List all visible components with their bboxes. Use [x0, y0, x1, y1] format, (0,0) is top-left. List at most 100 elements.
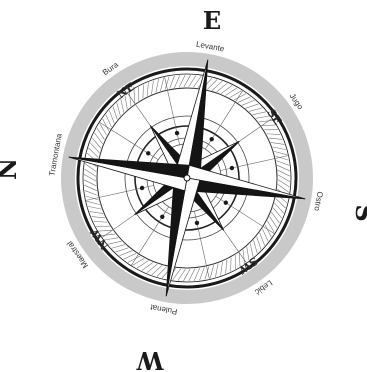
hatch-tick [124, 95, 128, 110]
hatch-tick [193, 75, 202, 88]
hatch-tick [246, 246, 250, 261]
hatch-tick [142, 84, 144, 99]
hatch-tick [129, 92, 132, 107]
hatch-tick [272, 146, 287, 150]
hatch-tick [276, 160, 290, 166]
hatch-tick [108, 110, 115, 124]
ring-dot [223, 200, 228, 205]
hatch-tick [108, 240, 122, 245]
hatch-tick [188, 75, 197, 88]
hatch-tick [220, 261, 223, 276]
hatch-tick [267, 220, 275, 233]
label-west: W [135, 346, 164, 372]
degree-hatch-band [83, 74, 291, 282]
hatch-tick [234, 255, 236, 269]
hatch-tick [178, 74, 186, 88]
hatch-tick [138, 87, 140, 101]
hatch-tick [256, 236, 262, 250]
hatch-tick [272, 207, 283, 219]
hatch-tick [266, 133, 281, 135]
hatch-tick [204, 266, 210, 280]
hatch-tick [259, 232, 266, 246]
hatch-tick [229, 90, 242, 98]
hatch-tick [91, 216, 106, 219]
hatch-tick [146, 263, 158, 274]
hatch-tick [169, 75, 175, 89]
hatch-tick [164, 76, 170, 90]
hatch-tick [237, 96, 251, 103]
rhumb-line [214, 118, 273, 159]
hatch-tick [277, 174, 291, 182]
hatch-tick [209, 264, 214, 279]
hatch-tick [93, 221, 108, 223]
ring-dot [146, 151, 151, 156]
hatch-tick [253, 239, 258, 254]
hatch-tick [193, 267, 200, 281]
ring-dot [174, 130, 180, 136]
hatch-tick [264, 129, 278, 131]
hatch-tick [225, 87, 238, 96]
hatch-tick [245, 103, 259, 109]
hatch-tick [86, 200, 101, 205]
hatch-tick [85, 195, 99, 201]
hatch-tick [277, 179, 290, 188]
hatch-tick [132, 258, 145, 266]
hatch-tick [116, 102, 121, 117]
hatch-tick [238, 252, 241, 267]
hatch-tick [84, 190, 98, 196]
hatch-tick [230, 257, 232, 272]
hatch-tick [255, 115, 270, 119]
label-east: E [203, 6, 221, 35]
label-south: S [350, 204, 367, 221]
hatch-tick [99, 123, 107, 136]
hatch-tick [104, 237, 119, 241]
hatch-tick [141, 262, 154, 271]
ring-dots [139, 130, 235, 226]
hatch-tick [275, 198, 286, 209]
ring-dot [194, 220, 200, 226]
hatch-tick [98, 229, 113, 232]
hatch-tick [207, 79, 218, 90]
ring-dot [160, 214, 165, 219]
hatch-tick [268, 137, 283, 140]
wind-west: Pulenat [149, 303, 178, 317]
ring-dot [139, 185, 145, 191]
hatch-tick [271, 211, 280, 224]
hatch-tick [242, 249, 245, 264]
hatch-tick [89, 211, 104, 214]
hatch-tick [120, 99, 125, 113]
hatch-tick [133, 89, 136, 104]
hatch-tick [115, 247, 129, 253]
hatch-tick [233, 93, 247, 101]
hatch-tick [127, 255, 141, 263]
hatch-tick [87, 206, 102, 210]
hatch-tick [156, 266, 167, 277]
hatch-tick [151, 80, 154, 95]
hatch-tick [172, 268, 181, 281]
star-point-dark [68, 156, 190, 179]
hatch-tick [216, 82, 228, 93]
hatch-tick [270, 142, 285, 145]
hatch-tick [273, 151, 288, 156]
hatch-tick [258, 120, 273, 123]
hatch-tick [105, 114, 112, 128]
hatch-tick [225, 259, 228, 274]
hatch-tick [261, 124, 276, 127]
hatch-tick [96, 225, 110, 227]
compass-star [68, 59, 306, 297]
hatch-tick [241, 99, 255, 106]
hatch-tick [277, 169, 291, 177]
hatch-tick [262, 228, 269, 242]
hatch-tick [84, 184, 98, 191]
hatch-tick [83, 179, 97, 187]
hatch-tick [84, 168, 97, 177]
rhumb-line [206, 205, 247, 264]
hatch-tick [183, 268, 191, 282]
hatch-tick [119, 250, 133, 257]
hatch-tick [101, 233, 116, 236]
hatch-tick [199, 267, 205, 281]
wind-east: Levante [195, 40, 225, 54]
hatch-tick [269, 216, 278, 229]
hatch-tick [274, 202, 285, 214]
